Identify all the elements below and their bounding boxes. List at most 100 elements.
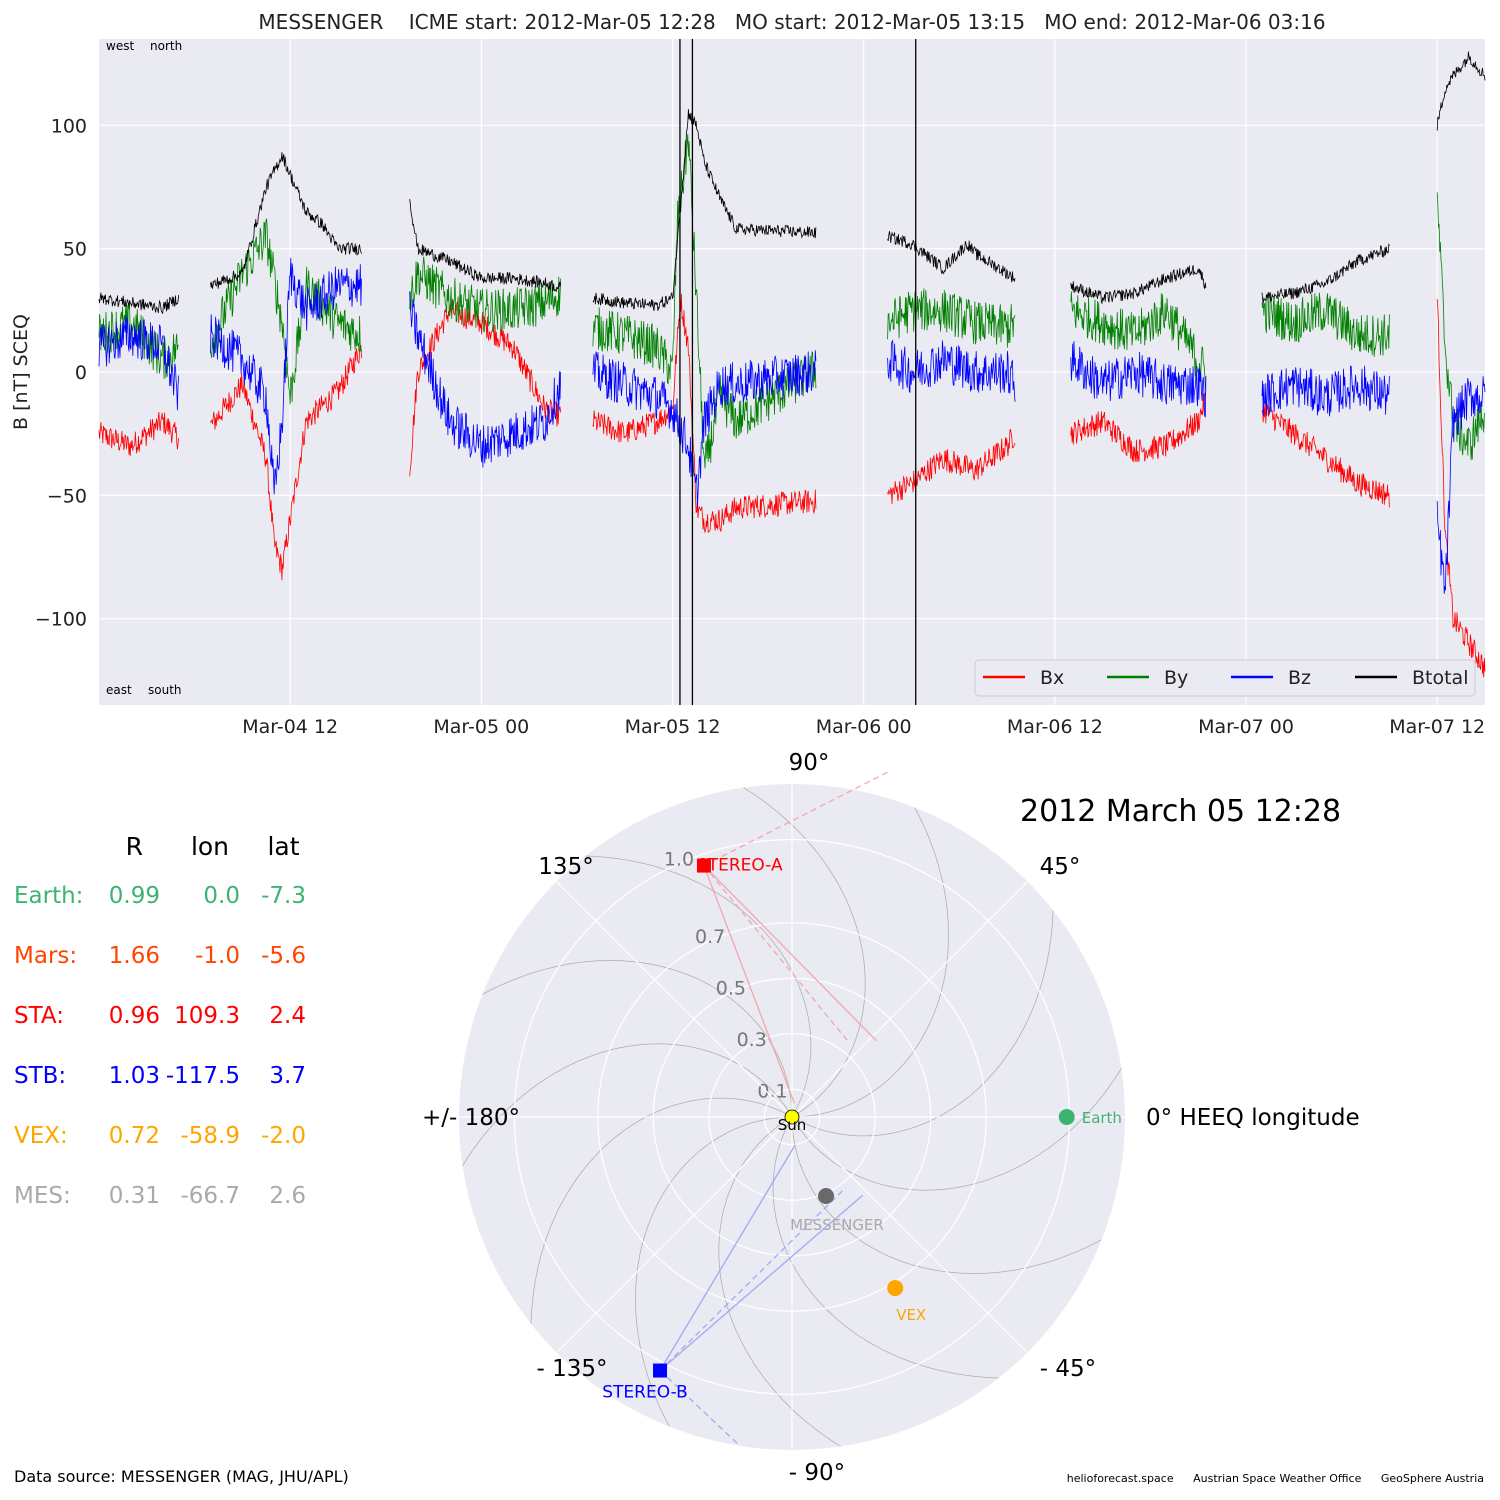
credit-1: helioforecast.space [1066,1472,1174,1485]
series-line-bx [592,293,817,534]
row-lat: 2.6 [269,1183,306,1209]
position-row: Earth: 0.99 0.0 -7.3 [14,866,314,926]
series-line-bz [409,291,562,468]
series-line-by [1070,291,1207,390]
row-r: 0.31 [108,1183,160,1209]
angle-label: 135° [538,854,593,880]
angle-label: - 45° [1040,1356,1096,1382]
legend: Bx By Bz Btotal [974,659,1476,697]
x-tick-label: Mar-07 00 [1198,716,1294,738]
event-vertical-lines [679,39,917,705]
series-line-btotal [1261,243,1390,303]
series-line-bz [1070,341,1207,418]
series-line-btotal [210,152,362,289]
parker-spiral [772,1119,1039,1379]
row-r: 1.03 [108,1063,160,1089]
row-lat: 2.4 [269,1003,306,1029]
row-lat: -7.3 [261,883,306,909]
angle-label: 45° [1040,854,1081,880]
x-tick-label: Mar-04 12 [242,716,338,738]
angular-spoke [791,881,1028,1118]
stereob-marker [653,1363,668,1378]
earth-label: Earth [1082,1109,1122,1127]
row-r: 0.72 [108,1123,160,1149]
legend-box [974,659,1476,697]
parker-spiral [459,960,793,1115]
stb-line [659,1194,864,1372]
chart-title: MESSENGER ICME start: 2012-Mar-05 12:28 … [258,10,1325,34]
row-label: Mars: [14,943,78,969]
row-lon: 0.0 [203,883,240,909]
credits: helioforecast.space Austrian Space Weath… [1051,1472,1484,1485]
stb-line-dashed [659,1370,741,1447]
annotation-east: east [106,683,132,697]
series-line-btotal [592,109,817,311]
legend-label-bz: Bz [1288,667,1311,689]
annotation-west: west [106,39,134,53]
y-tick-label: 50 [63,239,87,261]
row-label: STA: [14,1003,64,1029]
row-label: MES: [14,1183,71,1209]
series-line-bx [1070,388,1207,463]
series-line-btotal [409,199,562,292]
annotation-south: south [148,683,182,697]
position-row: VEX: 0.72 -58.9 -2.0 [14,1106,314,1166]
position-row: MES: 0.31 -66.7 2.6 [14,1166,314,1226]
earth-marker [1058,1109,1075,1125]
series-line-bz [210,257,362,495]
row-lon: -58.9 [180,1123,240,1149]
x-tick-label: Mar-05 00 [433,716,529,738]
series-line-bz [98,316,180,411]
series-line-btotal [98,292,180,314]
timeseries-ticks: −100 −50 0 50 100 Mar-04 12 Mar-05 00 Mar-05 12… [35,115,1485,738]
timeseries-panel: −100 −50 0 50 100 Mar-04 12 Mar-05 00 Mar-05 12… [10,10,1486,738]
legend-label-bx: Bx [1040,667,1064,689]
row-label: STB: [14,1063,67,1089]
x-tick-label: Mar-06 00 [816,716,912,738]
header-r: R [125,831,144,861]
parker-spiral [545,855,812,1115]
messenger-label: MESSENGER [790,1216,884,1234]
row-r: 0.96 [108,1003,160,1029]
polar-position-plot: 0.1 0.3 0.5 0.7 1.0 0° HEEQ longitude 45° 90° 13… [422,750,1360,1486]
series-line-btotal [887,231,1016,283]
row-lon: -1.0 [195,943,240,969]
parker-spiral [791,1119,1125,1274]
y-tick-label: 0 [75,362,87,384]
stb-line-dashed [659,1187,846,1372]
radial-label: 0.1 [757,1080,787,1102]
sun-label: Sun [778,1116,807,1134]
angle-label: +/- 180° [422,1105,520,1131]
parker-spiral [794,870,1054,1137]
series-line-bz [887,339,1016,402]
sta-line-dashed [703,769,892,867]
series-line-bx [1261,404,1390,508]
y-tick-label: −100 [35,609,87,631]
parker-spiral [459,1043,791,1201]
position-row: STA: 0.96 109.3 2.4 [14,986,314,1046]
position-table-body: Earth: 0.99 0.0 -7.3 Mars: 1.66 -1.0 -5.6 STA: 0.… [14,866,314,1226]
row-lat: -2.0 [261,1123,306,1149]
radial-label: 0.3 [737,1029,767,1051]
vex-label: VEX [896,1306,926,1324]
legend-label-btotal: Btotal [1412,667,1468,689]
series-line-bx [887,428,1016,504]
series-line-bz [1436,376,1486,594]
series-line-bx [98,412,180,456]
row-label: VEX: [14,1123,68,1149]
y-tick-label: −50 [47,485,87,507]
sta-line-dashed [703,865,848,1042]
credit-2: Austrian Space Weather Office [1193,1472,1362,1485]
angle-label: 90° [789,750,830,776]
series-line-bz [592,350,817,508]
series-line-bz [1261,365,1390,417]
stereoa-marker [696,858,711,873]
plot-date: 2012 March 05 12:28 [1020,794,1342,829]
messenger-marker [818,1188,835,1205]
row-lat: -5.6 [261,943,306,969]
sun-marker [784,1109,800,1125]
parker-spiral [793,1033,1125,1191]
series-line-btotal [1070,265,1207,305]
x-tick-label: Mar-05 12 [625,716,721,738]
parker-spiral [718,1118,876,1450]
